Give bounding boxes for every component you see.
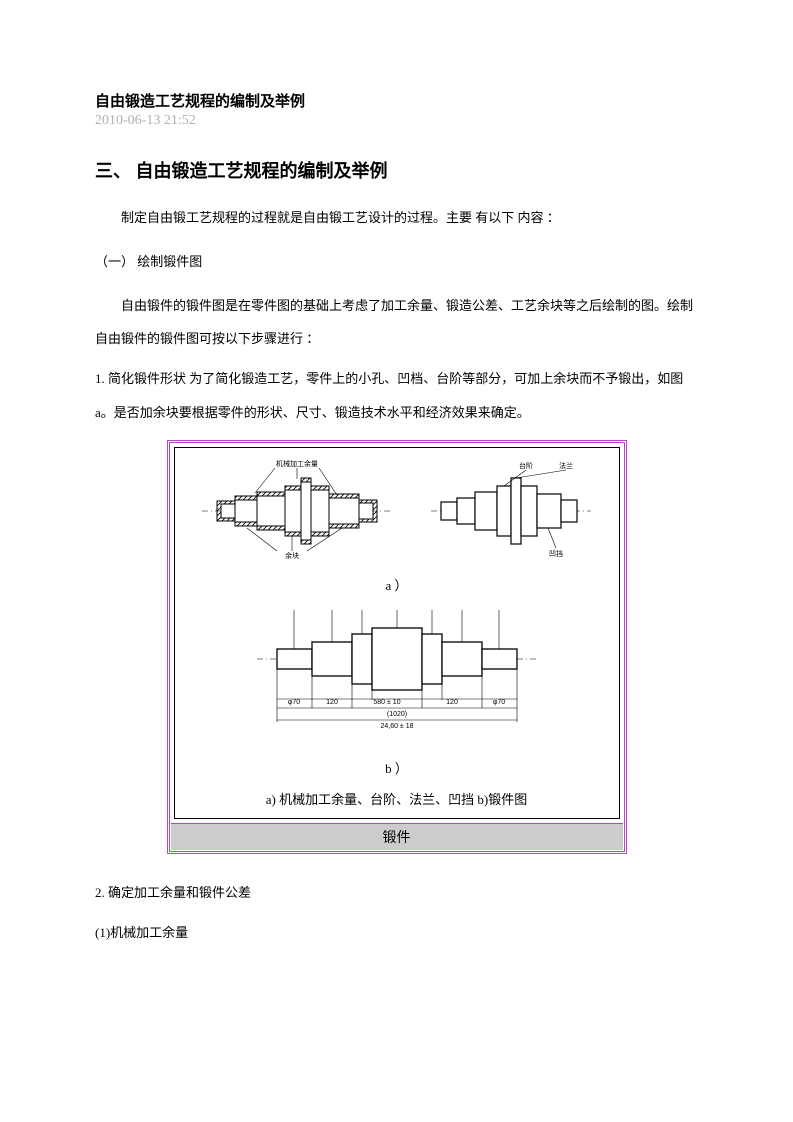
anno-excess-block: 余块 (285, 551, 299, 560)
figure-caption: a) 机械加工余量、台阶、法兰、凹挡 b)锻件图 (183, 789, 611, 808)
anno-step: 台阶 (519, 461, 533, 470)
figure-a-right: 台阶 法兰 凹挡 (426, 456, 596, 561)
svg-text:φ70: φ70 (287, 699, 299, 706)
timestamp: 2010-06-13 21:52 (95, 113, 698, 129)
list-item-2: 2. 确定加工余量和锻件公差 (95, 876, 698, 910)
figure-label-b: b ） (183, 758, 611, 777)
list-item-2-1: (1)机械加工余量 (95, 916, 698, 950)
svg-text:(1020): (1020) (386, 711, 406, 718)
paragraph-1: 自由锻件的锻件图是在零件图的基础上考虑了加工余量、锻造公差、工艺余块等之后绘制的… (95, 289, 698, 357)
svg-text:φ70: φ70 (492, 699, 504, 706)
figure-frame: 机械加工余量 余块 (174, 447, 620, 819)
document-page: 自由锻造工艺规程的编制及举例 2010-06-13 21:52 三、 自由锻造工… (0, 0, 793, 1015)
intro-paragraph: 制定自由锻工艺规程的过程就是自由锻工艺设计的过程。主要 有以下 内容 ： (95, 201, 698, 235)
figure-container: 机械加工余量 余块 (167, 440, 627, 854)
figure-b: φ70 120 580 ± 10 120 φ70 (1020) 24,60 ± … (183, 604, 611, 744)
page-title: 自由锻造工艺规程的编制及举例 (95, 90, 698, 111)
anno-machining-allowance: 机械加工余量 (276, 459, 318, 468)
svg-text:24,60 ± 18: 24,60 ± 18 (380, 723, 413, 730)
figure-a-row: 机械加工余量 余块 (183, 456, 611, 561)
list-item-1: 1. 简化锻件形状 为了简化锻造工艺，零件上的小孔、凹档、台阶等部分，可加上余块… (95, 362, 698, 430)
svg-text:120: 120 (326, 699, 338, 706)
subsection-heading: （一） 绘制锻件图 (95, 245, 698, 279)
svg-text:580 ± 10: 580 ± 10 (373, 699, 400, 706)
anno-flange: 法兰 (559, 461, 573, 470)
svg-text:120: 120 (446, 699, 458, 706)
section-heading: 三、 自由锻造工艺规程的编制及举例 (95, 157, 698, 183)
figure-label-a: a ） (183, 575, 611, 594)
figure-inner: 机械加工余量 余块 (169, 442, 625, 852)
figure-a-left: 机械加工余量 余块 (197, 456, 397, 561)
anno-groove: 凹挡 (549, 549, 563, 558)
figure-footer: 锻件 (171, 823, 623, 850)
